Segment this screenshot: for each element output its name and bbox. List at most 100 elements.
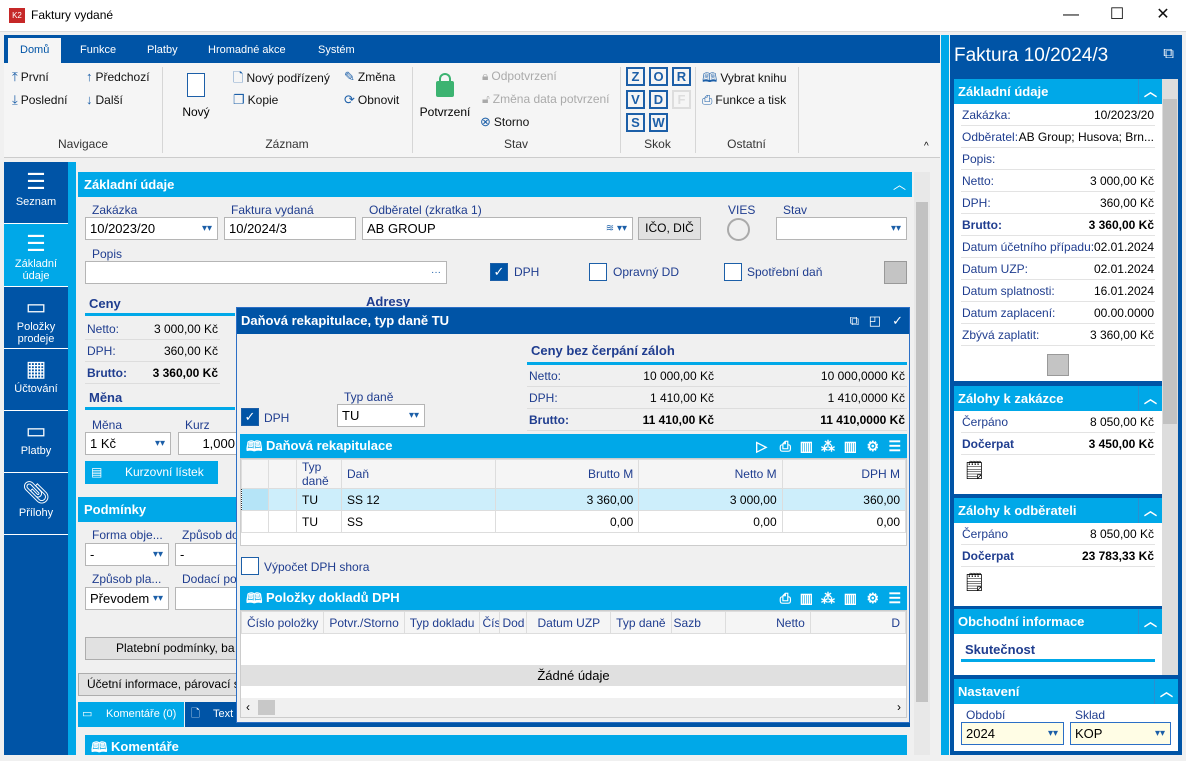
- collapse-icon[interactable]: ︿: [1154, 679, 1178, 704]
- col-dod[interactable]: Dod: [499, 611, 528, 634]
- dropdown-icon[interactable]: ▾▾: [1154, 728, 1165, 739]
- tab-funkce[interactable]: Funkce: [80, 44, 117, 56]
- jump-s[interactable]: S: [626, 113, 645, 132]
- jump-r[interactable]: R: [672, 67, 691, 86]
- dock-icon[interactable]: ◰: [868, 313, 881, 328]
- copy-button[interactable]: ❐ Kopie: [233, 92, 278, 108]
- storno-button[interactable]: ⊗ Storno: [480, 114, 529, 130]
- col-cislo-polozky[interactable]: Číslo položky: [241, 611, 325, 634]
- jump-v[interactable]: V: [626, 90, 645, 109]
- row-selector[interactable]: [241, 488, 269, 511]
- jump-f[interactable]: F: [672, 90, 691, 109]
- sidebar-item-seznam[interactable]: ☰ Seznam: [4, 162, 68, 224]
- sidebar-item-prilohy[interactable]: 📎︎ Přílohy: [4, 473, 68, 535]
- ellipsis-icon[interactable]: ···: [431, 267, 441, 278]
- jump-o[interactable]: O: [649, 67, 668, 86]
- new-child-button[interactable]: 🗋 Nový podřízený: [233, 69, 330, 91]
- collapse-icon[interactable]: ︿: [1138, 79, 1162, 104]
- table-row[interactable]: TU SS 0,00 0,00 0,00: [241, 510, 907, 533]
- previous-button[interactable]: ↑ Předchozí: [86, 69, 150, 84]
- cubes-icon[interactable]: ⁂: [821, 590, 835, 606]
- maximize-button[interactable]: ☐: [1109, 6, 1125, 23]
- tab-hromadne-akce[interactable]: Hromadné akce: [208, 44, 286, 56]
- refresh-button[interactable]: ⟳ Obnovit: [344, 92, 399, 108]
- vypocet-dph-shora-checkbox[interactable]: [241, 557, 259, 575]
- stav-field[interactable]: ▾▾: [776, 217, 907, 240]
- columns-icon[interactable]: ▥: [843, 438, 857, 454]
- col-netto-m[interactable]: Netto M: [638, 459, 783, 489]
- obdobi-field[interactable]: 2024 ▾▾: [961, 722, 1064, 745]
- horizontal-scrollbar[interactable]: ‹ ›: [241, 698, 906, 717]
- col-netto[interactable]: Netto: [725, 611, 811, 634]
- popout-icon[interactable]: ⧉: [1163, 45, 1174, 62]
- popis-field[interactable]: ···: [85, 261, 447, 284]
- select-book-button[interactable]: 🕮 Vybrat knihu: [702, 69, 787, 91]
- dropdown-icon[interactable]: ≋ ▾▾: [605, 223, 627, 234]
- col-sazba[interactable]: Sazb: [670, 611, 727, 634]
- row-selector[interactable]: [241, 510, 269, 533]
- next-button[interactable]: ↓ Další: [86, 92, 123, 107]
- typ-dane-field[interactable]: TU ▾▾: [337, 404, 425, 427]
- dropdown-icon[interactable]: ▾▾: [154, 438, 165, 449]
- table-row[interactable]: TU SS 12 3 360,00 3 000,00 360,00: [241, 488, 907, 511]
- scroll-left-icon[interactable]: ‹: [246, 700, 250, 714]
- jump-d[interactable]: D: [649, 90, 668, 109]
- check-icon[interactable]: ✓: [892, 313, 903, 328]
- col-typ-dane[interactable]: Typ daně: [610, 611, 672, 634]
- printer-icon[interactable]: ⎙: [779, 438, 791, 454]
- dialog-dph-checkbox[interactable]: ✓: [241, 408, 259, 426]
- unconfirm-button[interactable]: 🔒︎ Odpotvrzení: [482, 69, 557, 84]
- collapse-icon[interactable]: ︿: [892, 177, 906, 192]
- zakazka-field[interactable]: 10/2023/20 ▾▾: [85, 217, 218, 240]
- menu-icon[interactable]: ☰: [888, 590, 901, 606]
- change-button[interactable]: ✎ Změna: [344, 69, 395, 85]
- dropdown-icon[interactable]: ▾▾: [890, 223, 901, 234]
- ico-dic-button[interactable]: IČO, DIČ: [638, 217, 701, 240]
- collapse-ribbon-icon[interactable]: ^: [924, 141, 929, 152]
- opravny-dd-checkbox[interactable]: [589, 263, 607, 281]
- zpusob-platby-field[interactable]: Převodem ▾▾: [85, 587, 169, 610]
- color-swatch[interactable]: [1047, 354, 1069, 376]
- close-button[interactable]: ✕: [1156, 6, 1170, 23]
- last-button[interactable]: ⤓ Poslední: [12, 92, 67, 108]
- sidebar-item-platby[interactable]: ▭ Platby: [4, 411, 68, 473]
- col-cislo[interactable]: Číslo: [479, 611, 501, 634]
- chart-icon[interactable]: ▥: [799, 590, 813, 606]
- gear-icon[interactable]: ⚙: [866, 590, 879, 606]
- faktura-field[interactable]: 10/2024/3: [224, 217, 356, 240]
- jump-z[interactable]: Z: [626, 67, 645, 86]
- col-typ-dokladu[interactable]: Typ dokladu: [403, 611, 481, 634]
- main-scrollbar[interactable]: [914, 172, 930, 755]
- col-dph[interactable]: D: [809, 611, 906, 634]
- first-button[interactable]: ⤒ První: [12, 69, 49, 85]
- gear-icon[interactable]: ⚙: [866, 438, 879, 454]
- sidebar-item-polozky-prodeje[interactable]: ▭ Položky prodeje: [4, 287, 68, 349]
- color-button[interactable]: [884, 261, 907, 284]
- dropdown-icon[interactable]: ▾▾: [408, 410, 419, 421]
- dropdown-icon[interactable]: ▾▾: [152, 549, 163, 560]
- forma-field[interactable]: - ▾▾: [85, 543, 169, 566]
- col-brutto-m[interactable]: Brutto M: [494, 459, 640, 489]
- chart-icon[interactable]: ▥: [799, 438, 813, 454]
- col-typ-dane[interactable]: Typ daně: [296, 459, 342, 489]
- popout-icon[interactable]: ⧉: [849, 313, 859, 328]
- tab-domu[interactable]: Domů: [8, 38, 62, 63]
- dodaci-field[interactable]: [175, 587, 237, 610]
- collapse-icon[interactable]: ︿: [1138, 386, 1162, 411]
- cubes-icon[interactable]: ⁂: [821, 438, 835, 454]
- col-dph-m[interactable]: DPH M: [781, 459, 907, 489]
- new-button[interactable]: Nový: [176, 69, 216, 119]
- play-icon[interactable]: ▷: [756, 438, 767, 454]
- change-date-button[interactable]: 🔓︎ Změna data potvrzení: [482, 92, 610, 107]
- collapse-icon[interactable]: ︿: [1138, 498, 1162, 523]
- ucetni-informace-button[interactable]: Účetní informace, párovací s: [78, 673, 238, 696]
- minimize-button[interactable]: —: [1063, 6, 1079, 23]
- collapse-icon[interactable]: ︿: [1138, 609, 1162, 634]
- scroll-right-icon[interactable]: ›: [897, 700, 901, 714]
- kurz-field[interactable]: 1,000: [178, 432, 238, 455]
- advance-invoice-icon[interactable]: 🗒: [963, 572, 986, 592]
- dropdown-icon[interactable]: ▾▾: [201, 223, 212, 234]
- odberatel-field[interactable]: AB GROUP ≋ ▾▾: [362, 217, 633, 240]
- mena-field[interactable]: 1 Kč ▾▾: [85, 432, 171, 455]
- dph-checkbox[interactable]: ✓: [490, 263, 508, 281]
